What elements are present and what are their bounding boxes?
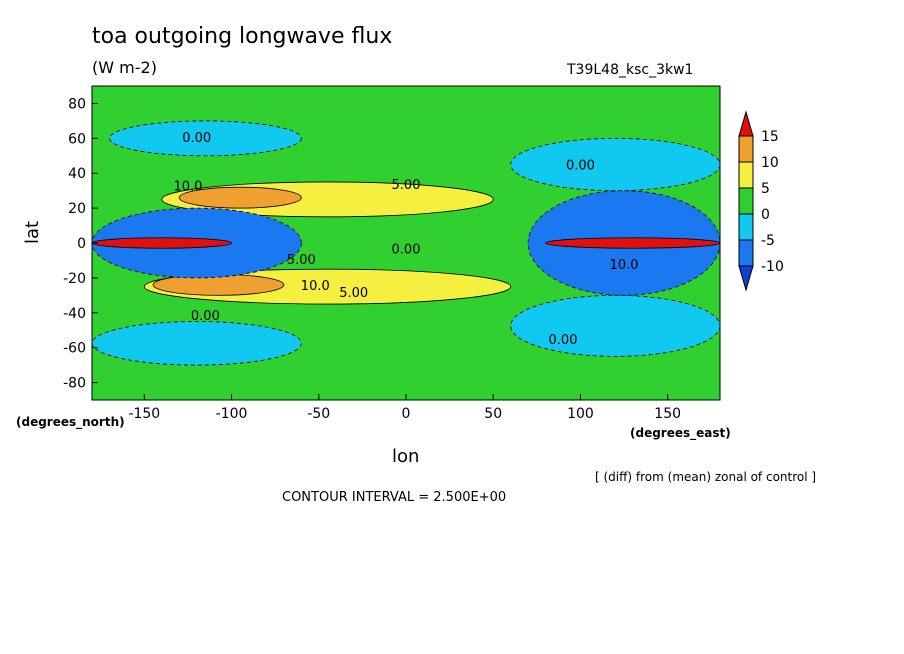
colorbar-segment [738,161,754,189]
contour-label: 0.00 [549,333,578,348]
y-tick-label: 80 [68,96,86,112]
colorbar-segment [738,135,754,163]
x-tick-label: 150 [654,406,681,422]
y-tick-label: -40 [63,306,86,322]
colorbar-segment [738,187,754,215]
x-axis: -150 -100 -50 0 50 100 150 [128,394,681,422]
colorbar-segment [738,213,754,241]
contour-label-group: 0.00 10.0 5.00 0.00 10.0 5.00 0.00 0.00 0.00 5.00… [173,131,638,348]
chart-units: (W m-2) [92,58,157,77]
x-tick-label: -100 [216,406,248,422]
contour-label: 5.00 [287,253,316,268]
colorbar-label: 0 [761,207,770,223]
contour-field [92,86,720,400]
x-tick-label: -150 [128,406,160,422]
colorbar-segment [738,239,754,267]
x-axis-units-label: (degrees_east) [630,426,731,440]
x-tick-label: 0 [402,406,411,422]
contour-label: 10.0 [301,279,330,294]
y-tick-label: 20 [68,201,86,217]
run-label: T39L48_ksc_3kw1 [567,62,694,78]
x-axis-label: lon [392,446,420,467]
region-south-polar-cyan [92,321,302,366]
difference-note: [ (diff) from (mean) zonal of control ] [595,470,817,484]
contour-label: 0.00 [191,309,220,324]
y-tick-label: 40 [68,166,86,182]
contour-interval: CONTOUR INTERVAL = 2.500E+00 [282,490,507,505]
region-south-east-cyan [510,294,720,357]
colorbar-extend-max [738,110,754,137]
y-axis: 80 60 40 20 0 -20 -40 -60 -80 [63,96,98,392]
contour-label: 5.00 [339,286,368,301]
region-east-equator-red [545,237,720,249]
contour-label: 0.00 [182,131,211,146]
colorbar: 15 10 5 0 -5 -10 [738,110,784,292]
contour-label: 10.0 [610,258,639,273]
y-tick-label: -20 [63,271,86,287]
chart-title: toa outgoing longwave flux [92,24,393,49]
region-north-polar-cyan [109,120,302,157]
y-tick-label: -80 [63,376,86,392]
y-tick-label: 60 [68,131,86,147]
colorbar-label: 15 [761,129,779,145]
region-south-subtropical-orange [152,273,285,296]
colorbar-label: -10 [761,259,784,275]
y-axis-units-label: (degrees_north) [16,415,125,429]
contour-label: 0.00 [566,159,595,174]
contour-label: 10.0 [173,180,202,195]
colorbar-label: -5 [761,233,775,249]
colorbar-label: 10 [761,155,779,171]
region-west-equator-red [92,237,232,249]
contour-label: 0.00 [392,242,421,257]
y-tick-label: -60 [63,341,86,357]
region-north-subtropical-orange [178,186,302,209]
region-east-north-cyan [510,137,720,192]
x-tick-label: -50 [307,406,330,422]
x-tick-label: 100 [567,406,594,422]
colorbar-extend-min [738,265,754,292]
x-tick-label: 50 [484,406,502,422]
contour-label: 5.00 [392,178,421,193]
y-tick-label: 0 [77,236,86,252]
colorbar-label: 5 [761,181,770,197]
